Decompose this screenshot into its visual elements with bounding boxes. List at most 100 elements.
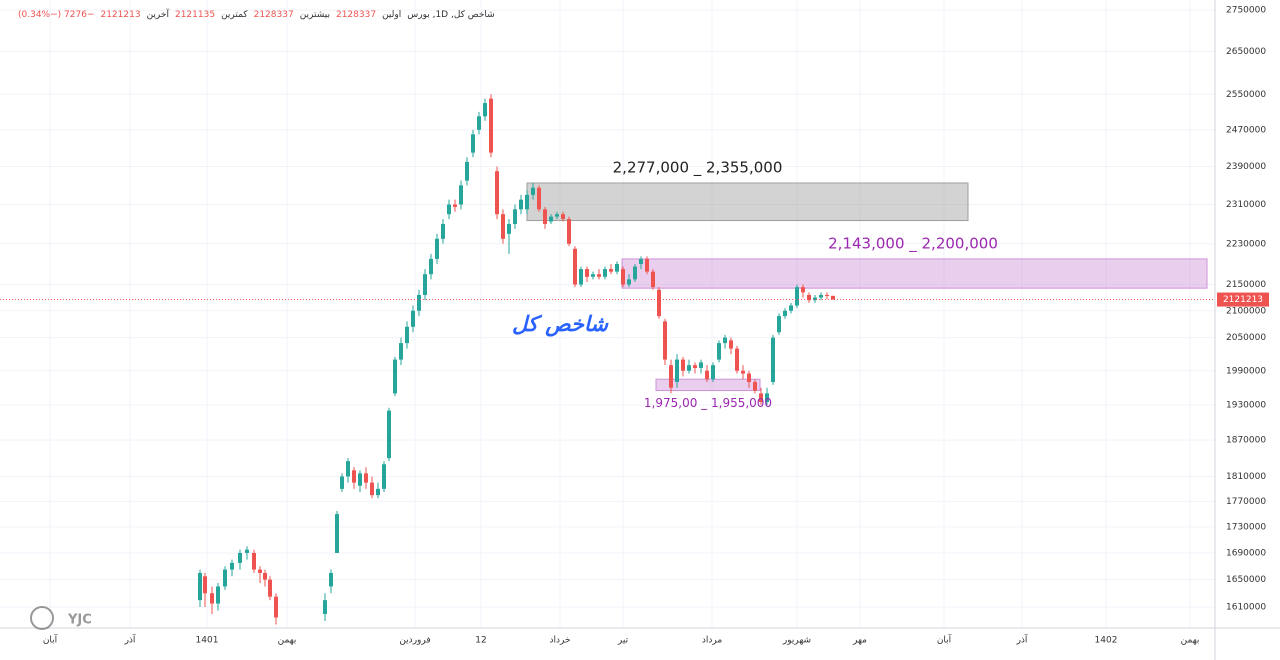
candle-body bbox=[819, 294, 823, 298]
svg-text:YJC: YJC bbox=[67, 613, 92, 628]
y-tick-label: 2550000 bbox=[1226, 90, 1266, 100]
y-tick-label: 1990000 bbox=[1226, 366, 1266, 376]
candle-body bbox=[621, 269, 625, 285]
y-tick-label: 1610000 bbox=[1226, 603, 1266, 613]
candle-body bbox=[783, 310, 787, 317]
x-tick-label: بهمن bbox=[1181, 636, 1200, 646]
candle-body bbox=[465, 161, 469, 181]
ohlc-label: اولین bbox=[382, 10, 402, 20]
x-tick-label: آبان bbox=[43, 634, 58, 646]
candle-body bbox=[831, 295, 835, 300]
candle-body bbox=[747, 373, 751, 383]
candle-body bbox=[789, 305, 793, 311]
zone-label: 2,277,000 _ 2,355,000 bbox=[613, 158, 783, 177]
candle-body bbox=[543, 209, 547, 224]
candle-body bbox=[399, 343, 403, 360]
candle-body bbox=[387, 410, 391, 459]
ohlc-value: 2121213 bbox=[100, 10, 141, 20]
zone bbox=[621, 258, 1208, 289]
candle-body bbox=[405, 326, 409, 344]
candle-body bbox=[717, 343, 721, 360]
y-tick-label: 2310000 bbox=[1226, 200, 1266, 210]
candle-body bbox=[411, 310, 415, 327]
candle-body bbox=[340, 476, 344, 489]
candle-body bbox=[198, 572, 202, 601]
y-tick-label: 1810000 bbox=[1226, 472, 1266, 482]
y-tick-label: 2150000 bbox=[1226, 280, 1266, 290]
x-tick-label: آذر bbox=[1016, 634, 1028, 646]
y-tick-label: 2390000 bbox=[1226, 162, 1266, 172]
candle-body bbox=[453, 204, 457, 207]
ohlc-label: بیشترین bbox=[299, 10, 330, 20]
candle-body bbox=[561, 214, 565, 220]
candle-body bbox=[651, 271, 655, 288]
candle-body bbox=[352, 470, 356, 483]
candle-body bbox=[382, 464, 386, 489]
y-tick-label: 1770000 bbox=[1226, 497, 1266, 507]
candle-body bbox=[245, 549, 249, 553]
candle-body bbox=[495, 171, 499, 215]
candle-body bbox=[711, 365, 715, 380]
x-tick-label: آذر bbox=[124, 634, 136, 646]
candle-body bbox=[741, 370, 745, 374]
zones bbox=[526, 182, 1208, 392]
candle-body bbox=[567, 219, 571, 244]
candle-body bbox=[645, 258, 649, 272]
candle-body bbox=[801, 287, 805, 293]
candle-body bbox=[591, 274, 595, 277]
y-tick-label: 2100000 bbox=[1226, 306, 1266, 316]
candle-body bbox=[329, 572, 333, 587]
candle-body bbox=[525, 194, 529, 210]
candle-body bbox=[807, 294, 811, 301]
candle-body bbox=[364, 473, 368, 483]
candle-body bbox=[627, 279, 631, 285]
candle-body bbox=[537, 187, 541, 210]
x-tick-label: 1402 bbox=[1095, 636, 1118, 646]
annotation: شاخص کل bbox=[512, 312, 609, 337]
candle-body bbox=[729, 340, 733, 349]
candle-body bbox=[483, 103, 487, 117]
header: شاخص کل, 1D, بورس اولین 2128337 بیشترین 2128… bbox=[18, 10, 495, 20]
last-price-label: 2121213 bbox=[1223, 295, 1263, 305]
candle-body bbox=[579, 269, 583, 285]
candle-body bbox=[323, 600, 327, 614]
candle-body bbox=[447, 204, 451, 215]
candle-body bbox=[258, 569, 262, 573]
x-tick-label: 12 bbox=[475, 636, 486, 646]
candle-body bbox=[230, 562, 234, 570]
x-tick-label: مهر bbox=[852, 636, 867, 646]
candle-body bbox=[531, 187, 535, 195]
candle-body bbox=[210, 593, 214, 604]
change: −7276 (−0.34%) bbox=[18, 10, 95, 20]
candle-body bbox=[753, 382, 757, 391]
y-tick-label: 2470000 bbox=[1226, 125, 1266, 135]
candle-body bbox=[471, 134, 475, 153]
x-tick-label: مرداد bbox=[702, 636, 722, 646]
candle-body bbox=[825, 294, 829, 296]
last-price-box bbox=[1217, 292, 1269, 307]
candle-body bbox=[274, 596, 278, 618]
candle-body bbox=[681, 359, 685, 371]
watermark: YJC bbox=[30, 606, 92, 630]
ohlc-value: 2128337 bbox=[253, 10, 294, 20]
y-tick-label: 1870000 bbox=[1226, 436, 1266, 446]
candle-body bbox=[393, 359, 397, 394]
y-tick-label: 1730000 bbox=[1226, 522, 1266, 532]
candle-body bbox=[573, 248, 577, 285]
ohlc-label: آخرین bbox=[146, 10, 169, 20]
candle-body bbox=[669, 365, 673, 388]
candle-body bbox=[771, 337, 775, 383]
y-tick-label: 1690000 bbox=[1226, 548, 1266, 558]
candle-body bbox=[813, 297, 817, 301]
candle-body bbox=[263, 572, 267, 580]
y-tick-label: 1650000 bbox=[1226, 575, 1266, 585]
candle-body bbox=[489, 98, 493, 153]
candle-body bbox=[603, 269, 607, 277]
candles bbox=[198, 94, 835, 625]
candle-body bbox=[268, 579, 272, 597]
x-tick-label: خرداد bbox=[549, 636, 570, 646]
x-tick-label: آبان bbox=[937, 634, 952, 646]
candle-body bbox=[705, 370, 709, 380]
